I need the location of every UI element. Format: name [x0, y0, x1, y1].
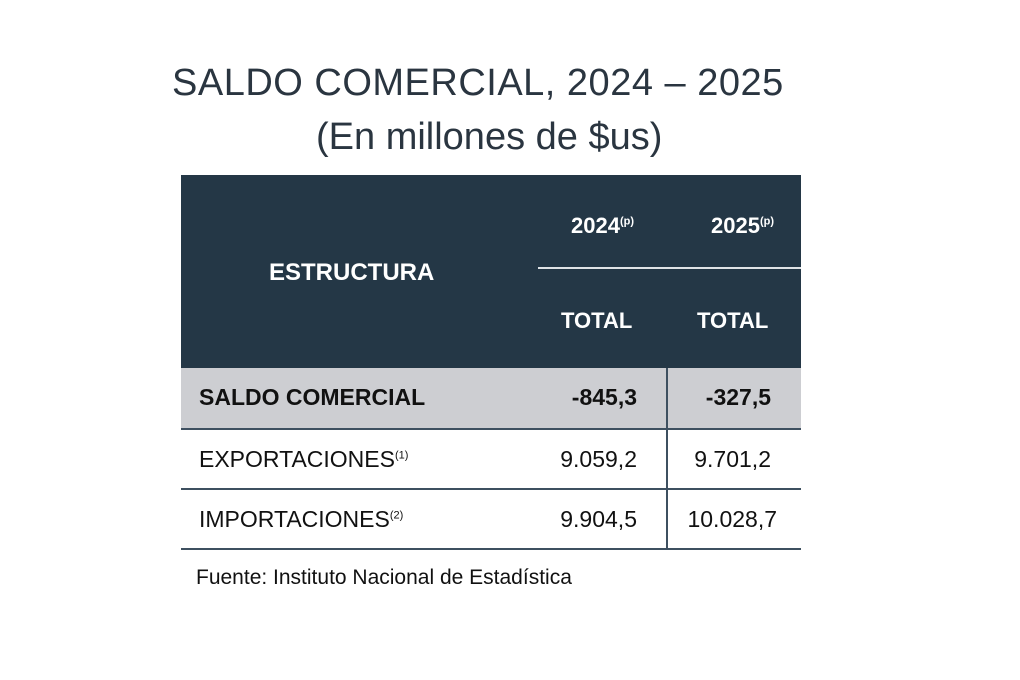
- column-divider: [666, 368, 668, 550]
- row-label: EXPORTACIONES(1): [199, 446, 409, 472]
- table-subtitle: (En millones de $us): [316, 116, 663, 158]
- table-row: EXPORTACIONES(1) 9.059,2 9.701,2: [181, 430, 801, 490]
- header-divider: [538, 267, 801, 269]
- value-2025: 10.028,7: [687, 506, 777, 532]
- header-total-2024: TOTAL: [561, 308, 633, 333]
- table-row: IMPORTACIONES(2) 9.904,5 10.028,7: [181, 490, 801, 550]
- value-2024: -845,3: [571, 384, 637, 410]
- value-2025: -327,5: [705, 384, 771, 410]
- table-title: SALDO COMERCIAL, 2024 – 2025: [172, 62, 784, 104]
- header-total-2025: TOTAL: [697, 308, 769, 333]
- header-estructura: ESTRUCTURA: [269, 259, 435, 286]
- table-header: ESTRUCTURA 2024(p) 2025(p) TOTAL TOTAL: [181, 175, 801, 368]
- value-2024: 9.904,5: [560, 506, 637, 532]
- value-2024: 9.059,2: [560, 446, 637, 472]
- source-note: Fuente: Instituto Nacional de Estadístic…: [196, 566, 572, 589]
- header-year-2025: 2025(p): [711, 213, 774, 238]
- row-label: SALDO COMERCIAL: [199, 384, 426, 410]
- header-year-2024: 2024(p): [571, 213, 634, 238]
- value-2025: 9.701,2: [694, 446, 771, 472]
- table-row: SALDO COMERCIAL -845,3 -327,5: [181, 368, 801, 430]
- row-label: IMPORTACIONES(2): [199, 506, 404, 532]
